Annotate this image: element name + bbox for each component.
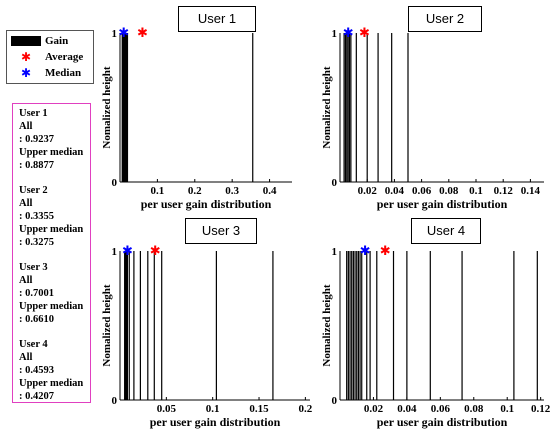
stats-all-value: : 0.7001 [19, 288, 54, 299]
chart-4-x-tick-label-3: 0.06 [431, 403, 451, 415]
chart-2-x-tick-label-5: 0.1 [469, 185, 483, 197]
stats-upper-median-label: Upper median [19, 224, 84, 235]
chart-1-median-marker: ✱ [118, 26, 129, 41]
chart-4-x-tick-label-5: 0.1 [500, 403, 514, 415]
stats-user-2: User 2 All : 0.3355 Upper median : 0.327… [19, 184, 90, 249]
stats-all-label: All [19, 275, 33, 286]
chart-3-xlabel: per user gain distribution [150, 415, 281, 429]
chart-2-median-marker: ✱ [343, 26, 354, 41]
chart-2-x-tick-label-2: 0.04 [385, 185, 405, 197]
chart-4-x-tick-label-2: 0.04 [397, 403, 417, 415]
stats-all-label: All [19, 352, 33, 363]
chart-3-x-tick-label-3: 0.15 [249, 403, 269, 415]
stats-user-1: User 1 All : 0.9237 Upper median : 0.887… [19, 107, 90, 172]
chart-1-x-tick-label-4: 0.4 [263, 185, 277, 197]
chart-3-y-tick-label-2: 1 [112, 246, 118, 258]
chart-3-x-tick-label-2: 0.1 [206, 403, 220, 415]
chart-2-x-tick-label-4: 0.08 [439, 185, 459, 197]
legend-gain-swatch [11, 36, 41, 46]
stats-box: User 1 All : 0.9237 Upper median : 0.887… [12, 103, 91, 403]
stats-upper-median-label: Upper median [19, 301, 84, 312]
chart-3-median-marker: ✱ [122, 244, 133, 259]
chart-1-average-marker: ✱ [137, 26, 148, 41]
chart-3-y-tick-label-1: 0 [112, 395, 118, 407]
legend-item-gain: Gain [11, 33, 68, 49]
chart-3-x-tick-label-1: 0.05 [157, 403, 177, 415]
stats-user-name: User 4 [19, 339, 48, 350]
stats-all-value: : 0.9237 [19, 134, 54, 145]
chart-4-xlabel: per user gain distribution [377, 415, 508, 429]
chart-4-ylabel: Nomalized height [321, 284, 333, 367]
chart-1-y-tick-label-2: 1 [112, 28, 118, 40]
stats-user-name: User 1 [19, 108, 48, 119]
stats-upper-median-label: Upper median [19, 378, 84, 389]
stats-all-label: All [19, 198, 33, 209]
chart-3-ylabel: Nomalized height [101, 284, 113, 367]
chart-1-x-tick-label-2: 0.2 [188, 185, 202, 197]
stats-user-name: User 2 [19, 185, 48, 196]
chart-4-x-tick-label-4: 0.08 [464, 403, 484, 415]
chart-2-ylabel: Nomalized height [321, 66, 333, 149]
chart-2-xlabel: per user gain distribution [377, 197, 508, 211]
chart-2-x-tick-label-3: 0.06 [412, 185, 432, 197]
legend-item-average: ✱ Average [11, 49, 83, 65]
legend-median-star-icon: ✱ [20, 66, 32, 80]
chart-2-average-marker: ✱ [359, 26, 370, 41]
chart-4-y-tick-label-1: 0 [332, 395, 338, 407]
chart-3-average-marker: ✱ [150, 244, 161, 259]
stats-all-value: : 0.3355 [19, 211, 54, 222]
chart-1-xlabel: per user gain distribution [141, 197, 272, 211]
stats-upper-median-value: : 0.8877 [19, 160, 54, 171]
chart-3-x-tick-label-4: 0.2 [298, 403, 312, 415]
legend-gain-label: Gain [45, 35, 69, 47]
chart-2-x-tick-label-6: 0.12 [494, 185, 514, 197]
stats-user-name: User 3 [19, 262, 48, 273]
stats-upper-median-value: : 0.3275 [19, 237, 54, 248]
chart-2-title: User 2 [408, 6, 482, 32]
stats-upper-median-label: Upper median [19, 147, 84, 158]
chart-1-title: User 1 [178, 6, 256, 32]
chart-2-y-tick-label-1: 0 [332, 177, 338, 189]
legend-average-star-icon: ✱ [20, 50, 32, 64]
chart-4-average-marker: ✱ [380, 244, 391, 259]
chart-2-x-tick-label-7: 0.14 [521, 185, 541, 197]
legend: Gain ✱ Average ✱ Median [6, 30, 94, 84]
stats-upper-median-value: : 0.6610 [19, 314, 54, 325]
chart-4-y-tick-label-2: 1 [332, 246, 338, 258]
stats-all-value: : 0.4593 [19, 365, 54, 376]
chart-1-y-tick-label-1: 0 [112, 177, 118, 189]
stats-user-3: User 3 All : 0.7001 Upper median : 0.661… [19, 261, 90, 326]
chart-4-title: User 4 [411, 218, 481, 244]
stats-upper-median-value: : 0.4207 [19, 391, 54, 402]
chart-4-median-marker: ✱ [360, 244, 371, 259]
stats-user-4: User 4 All : 0.4593 Upper median : 0.420… [19, 338, 90, 403]
chart-4-x-tick-label-1: 0.02 [364, 403, 384, 415]
stats-all-label: All [19, 121, 33, 132]
chart-1-x-tick-label-3: 0.3 [225, 185, 239, 197]
legend-average-label: Average [45, 51, 84, 63]
chart-1-x-tick-label-1: 0.1 [151, 185, 165, 197]
chart-4-x-tick-label-6: 0.12 [531, 403, 550, 415]
legend-item-median: ✱ Median [11, 65, 81, 81]
chart-3-title: User 3 [185, 218, 257, 244]
legend-median-label: Median [45, 67, 82, 79]
chart-2-y-tick-label-2: 1 [332, 28, 338, 40]
chart-1-ylabel: Nomalized height [101, 66, 113, 149]
chart-2-x-tick-label-1: 0.02 [358, 185, 378, 197]
